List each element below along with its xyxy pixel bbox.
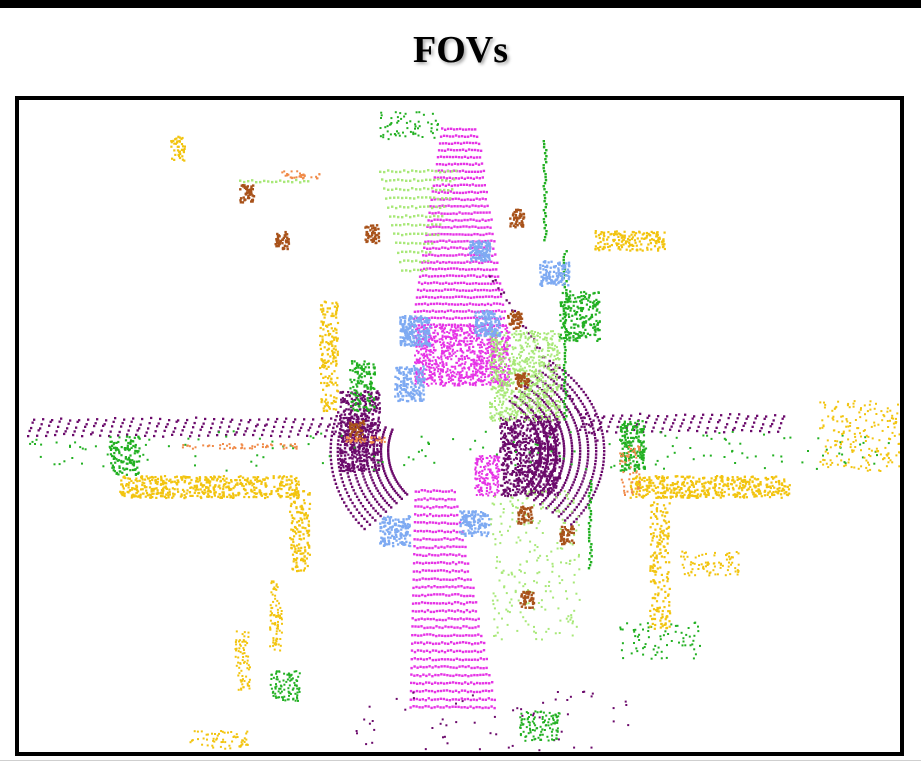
lidar-point-cloud bbox=[27, 111, 900, 752]
car-points bbox=[379, 240, 571, 548]
pole-points bbox=[181, 170, 641, 496]
vegetation-points bbox=[29, 111, 890, 742]
sidewalk-points bbox=[27, 275, 786, 752]
road-points bbox=[409, 127, 511, 710]
figure-title: FOVs bbox=[413, 29, 508, 71]
building-points bbox=[119, 135, 900, 750]
terrain-points bbox=[239, 169, 581, 641]
bottom-rule bbox=[0, 760, 921, 761]
top-bar bbox=[0, 0, 921, 8]
point-cloud-frame bbox=[15, 96, 904, 756]
trunk-points bbox=[239, 184, 575, 609]
